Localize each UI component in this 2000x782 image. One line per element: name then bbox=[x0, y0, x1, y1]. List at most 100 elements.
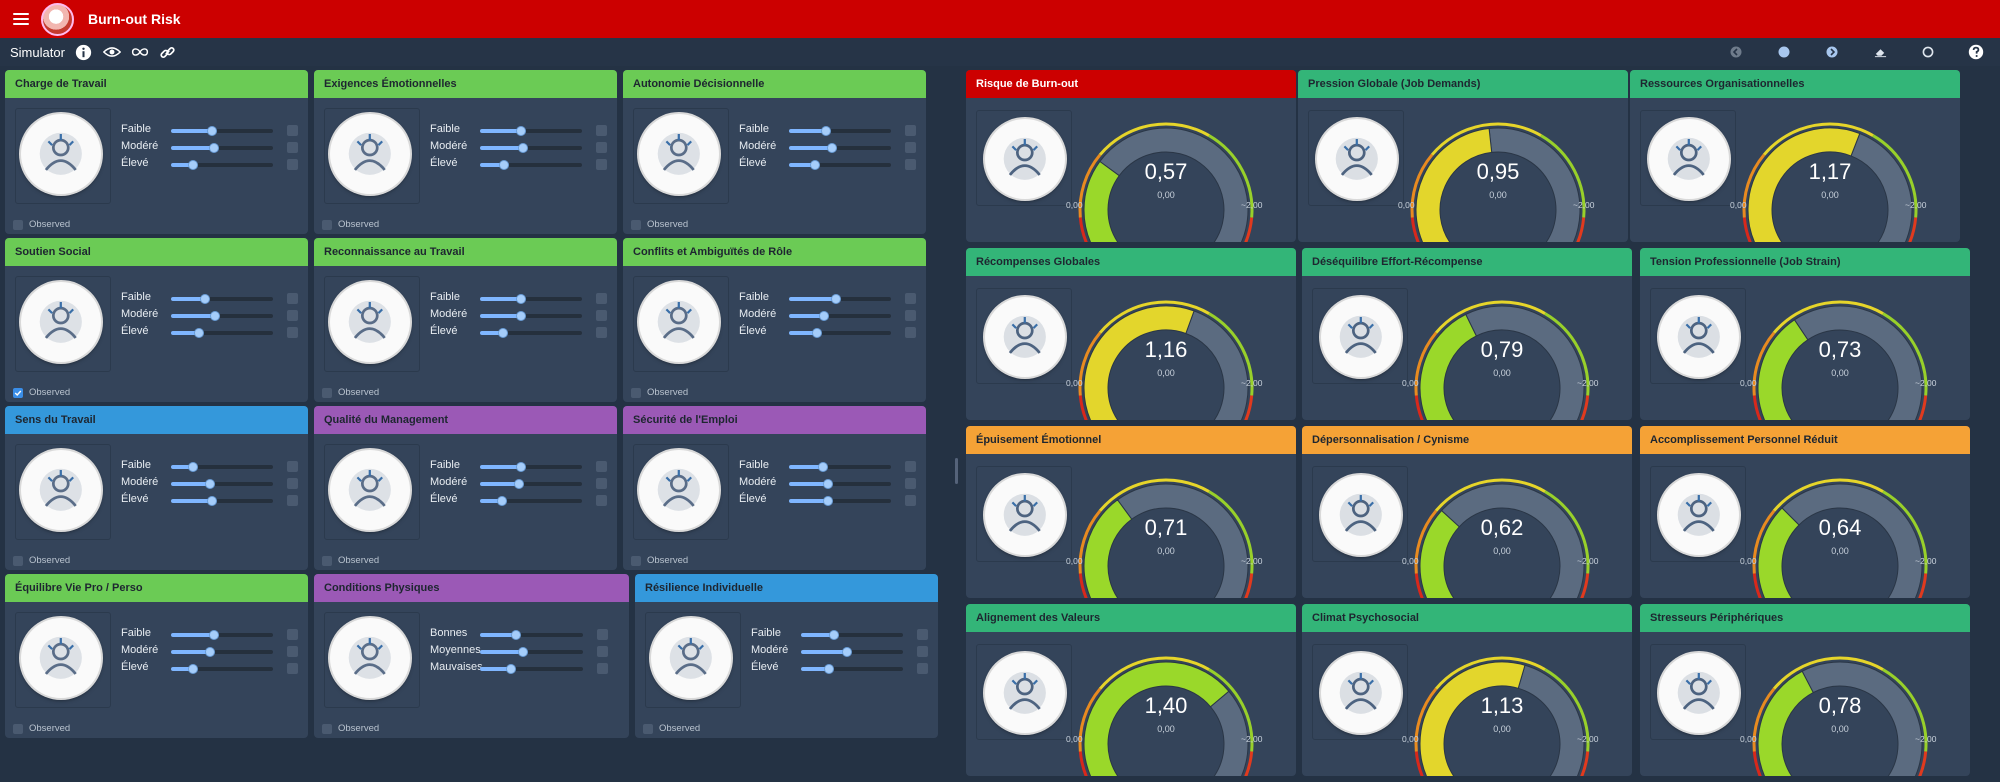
evidence-checkbox[interactable] bbox=[287, 125, 298, 136]
link-icon[interactable] bbox=[159, 43, 177, 61]
evidence-checkbox[interactable] bbox=[917, 646, 928, 657]
evidence-checkbox[interactable] bbox=[596, 293, 607, 304]
slider-handle[interactable] bbox=[208, 143, 219, 153]
state-slider[interactable] bbox=[171, 328, 273, 338]
help-icon[interactable] bbox=[1952, 41, 2000, 63]
slider-handle[interactable] bbox=[206, 126, 217, 136]
observed-toggle[interactable]: Observed bbox=[322, 723, 379, 734]
state-slider[interactable] bbox=[801, 647, 903, 657]
state-slider[interactable] bbox=[789, 126, 891, 136]
state-slider[interactable] bbox=[801, 664, 903, 674]
node-title[interactable]: Climat Psychosocial bbox=[1302, 604, 1632, 632]
observed-checkbox[interactable] bbox=[631, 555, 641, 566]
node-title[interactable]: Pression Globale (Job Demands) bbox=[1298, 70, 1628, 98]
evidence-checkbox[interactable] bbox=[287, 663, 298, 674]
node-title[interactable]: Reconnaissance au Travail bbox=[314, 238, 617, 266]
observed-checkbox[interactable] bbox=[643, 723, 653, 734]
node-title[interactable]: Soutien Social bbox=[5, 238, 308, 266]
evidence-checkbox[interactable] bbox=[917, 663, 928, 674]
node-title[interactable]: Tension Professionnelle (Job Strain) bbox=[1640, 248, 1970, 276]
state-slider[interactable] bbox=[171, 664, 273, 674]
state-slider[interactable] bbox=[171, 311, 273, 321]
state-slider[interactable] bbox=[789, 160, 891, 170]
observed-checkbox[interactable] bbox=[322, 387, 332, 398]
state-slider[interactable] bbox=[171, 462, 273, 472]
slider-handle[interactable] bbox=[809, 160, 820, 170]
info-icon[interactable] bbox=[75, 43, 93, 61]
infinity-icon[interactable] bbox=[131, 43, 149, 61]
evidence-checkbox[interactable] bbox=[287, 646, 298, 657]
node-title[interactable]: Sens du Travail bbox=[5, 406, 308, 434]
node-title[interactable]: Déséquilibre Effort-Récompense bbox=[1302, 248, 1632, 276]
evidence-checkbox[interactable] bbox=[287, 461, 298, 472]
observed-toggle[interactable]: Observed bbox=[13, 219, 70, 230]
observed-toggle[interactable]: Observed bbox=[13, 387, 70, 398]
slider-handle[interactable] bbox=[188, 160, 199, 170]
observed-toggle[interactable]: Observed bbox=[631, 555, 688, 566]
state-slider[interactable] bbox=[480, 311, 582, 321]
observed-checkbox[interactable] bbox=[631, 219, 641, 230]
evidence-checkbox[interactable] bbox=[287, 142, 298, 153]
evidence-checkbox[interactable] bbox=[905, 327, 916, 338]
observed-checkbox[interactable] bbox=[631, 387, 641, 398]
node-title[interactable]: Récompenses Globales bbox=[966, 248, 1296, 276]
slider-handle[interactable] bbox=[499, 160, 510, 170]
prev-button[interactable] bbox=[1712, 41, 1760, 63]
evidence-checkbox[interactable] bbox=[597, 663, 608, 674]
observed-checkbox[interactable] bbox=[322, 555, 332, 566]
state-slider[interactable] bbox=[480, 479, 582, 489]
slider-handle[interactable] bbox=[505, 664, 516, 674]
state-slider[interactable] bbox=[480, 126, 582, 136]
slider-handle[interactable] bbox=[206, 496, 217, 506]
evidence-checkbox[interactable] bbox=[287, 159, 298, 170]
observed-checkbox[interactable] bbox=[13, 387, 23, 398]
observed-toggle[interactable]: Observed bbox=[322, 555, 379, 566]
evidence-checkbox[interactable] bbox=[287, 293, 298, 304]
node-title[interactable]: Dépersonnalisation / Cynisme bbox=[1302, 426, 1632, 454]
state-slider[interactable] bbox=[480, 294, 582, 304]
slider-handle[interactable] bbox=[511, 630, 522, 640]
slider-handle[interactable] bbox=[823, 664, 834, 674]
node-title[interactable]: Risque de Burn-out bbox=[966, 70, 1296, 98]
evidence-checkbox[interactable] bbox=[905, 142, 916, 153]
evidence-checkbox[interactable] bbox=[905, 495, 916, 506]
observed-toggle[interactable]: Observed bbox=[322, 219, 379, 230]
slider-handle[interactable] bbox=[498, 328, 509, 338]
evidence-checkbox[interactable] bbox=[905, 125, 916, 136]
observed-toggle[interactable]: Observed bbox=[631, 219, 688, 230]
evidence-checkbox[interactable] bbox=[905, 310, 916, 321]
node-title[interactable]: Ressources Organisationnelles bbox=[1630, 70, 1960, 98]
state-slider[interactable] bbox=[480, 647, 583, 657]
state-slider[interactable] bbox=[171, 126, 273, 136]
state-slider[interactable] bbox=[480, 160, 582, 170]
slider-handle[interactable] bbox=[817, 462, 828, 472]
observed-checkbox[interactable] bbox=[322, 219, 332, 230]
slider-handle[interactable] bbox=[822, 496, 833, 506]
observed-toggle[interactable]: Observed bbox=[13, 723, 70, 734]
evidence-checkbox[interactable] bbox=[905, 293, 916, 304]
node-title[interactable]: Stresseurs Périphériques bbox=[1640, 604, 1970, 632]
slider-handle[interactable] bbox=[826, 143, 837, 153]
state-slider[interactable] bbox=[480, 496, 582, 506]
panel-splitter[interactable] bbox=[955, 458, 958, 484]
slider-handle[interactable] bbox=[204, 479, 215, 489]
observed-toggle[interactable]: Observed bbox=[643, 723, 700, 734]
evidence-checkbox[interactable] bbox=[596, 327, 607, 338]
slider-handle[interactable] bbox=[518, 647, 529, 657]
state-slider[interactable] bbox=[171, 143, 273, 153]
evidence-checkbox[interactable] bbox=[287, 629, 298, 640]
evidence-checkbox[interactable] bbox=[287, 495, 298, 506]
slider-handle[interactable] bbox=[513, 479, 524, 489]
slider-handle[interactable] bbox=[515, 311, 526, 321]
record-button[interactable] bbox=[1760, 41, 1808, 63]
state-slider[interactable] bbox=[789, 143, 891, 153]
slider-handle[interactable] bbox=[515, 294, 526, 304]
node-title[interactable]: Résilience Individuelle bbox=[635, 574, 938, 602]
state-slider[interactable] bbox=[789, 311, 891, 321]
node-title[interactable]: Équilibre Vie Pro / Perso bbox=[5, 574, 308, 602]
observed-toggle[interactable]: Observed bbox=[322, 387, 379, 398]
evidence-checkbox[interactable] bbox=[905, 478, 916, 489]
node-title[interactable]: Conflits et Ambiguïtés de Rôle bbox=[623, 238, 926, 266]
slider-handle[interactable] bbox=[188, 462, 199, 472]
state-slider[interactable] bbox=[801, 630, 903, 640]
